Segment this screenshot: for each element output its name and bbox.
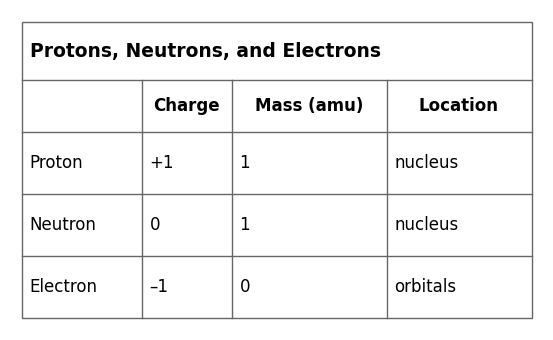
Text: Mass (amu): Mass (amu)	[255, 97, 363, 115]
Text: 0: 0	[239, 278, 250, 296]
Text: 0: 0	[149, 216, 160, 234]
Text: Protons, Neutrons, and Electrons: Protons, Neutrons, and Electrons	[29, 41, 380, 61]
Text: nucleus: nucleus	[394, 154, 459, 172]
Text: Location: Location	[419, 97, 499, 115]
Text: Neutron: Neutron	[29, 216, 96, 234]
Text: 1: 1	[239, 216, 250, 234]
Bar	[22, 22, 531, 318]
Text: nucleus: nucleus	[394, 216, 459, 234]
Text: orbitals: orbitals	[394, 278, 457, 296]
Text: Electron: Electron	[29, 278, 97, 296]
Text: 1: 1	[239, 154, 250, 172]
Text: –1: –1	[149, 278, 169, 296]
Text: Proton: Proton	[29, 154, 83, 172]
Text: Charge: Charge	[153, 97, 220, 115]
Text: +1: +1	[149, 154, 174, 172]
